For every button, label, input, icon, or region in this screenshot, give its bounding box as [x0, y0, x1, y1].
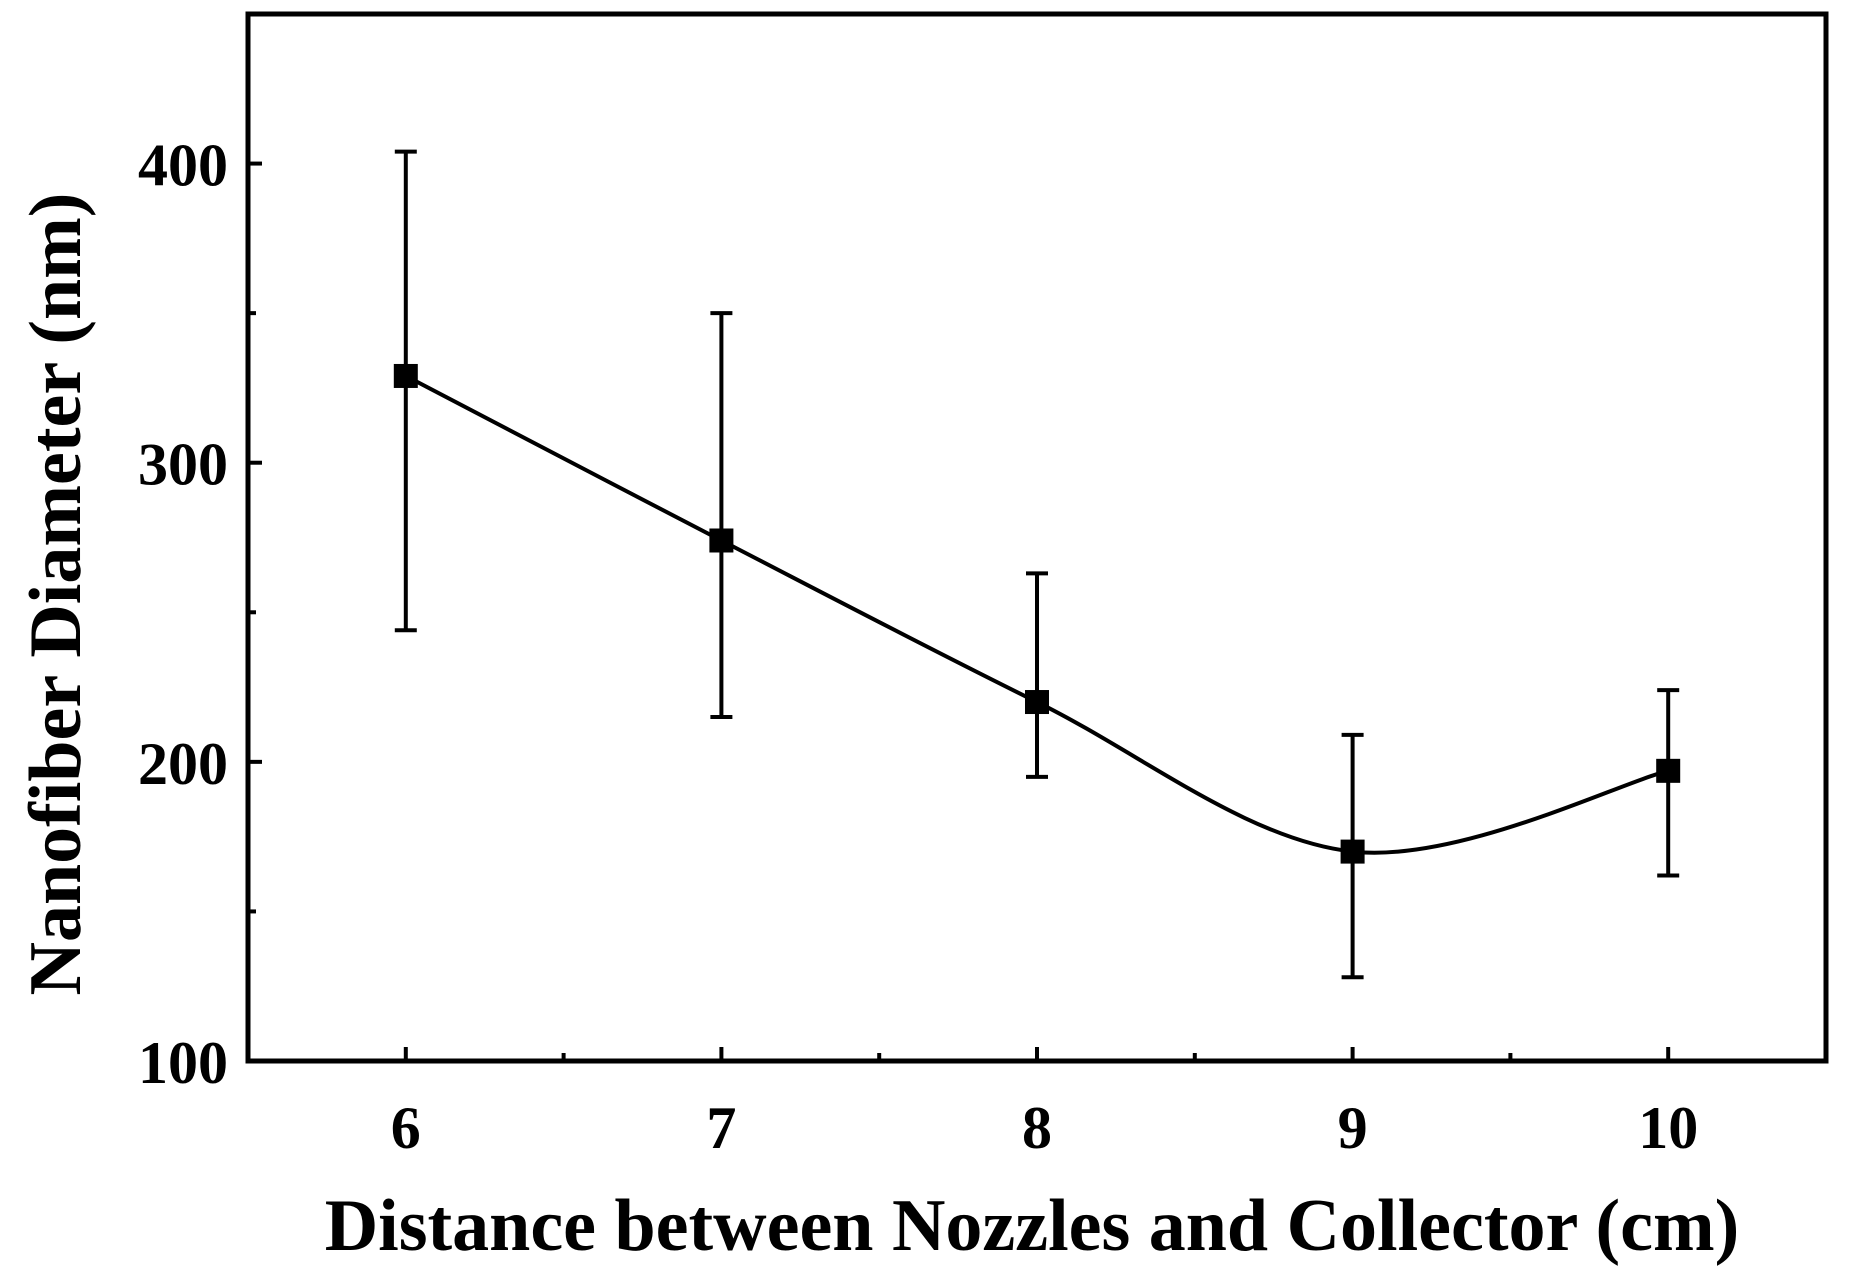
data-point-marker — [709, 528, 734, 553]
y-tick-label: 400 — [138, 133, 228, 199]
x-axis-title: Distance between Nozzles and Collector (… — [325, 1185, 1740, 1267]
ticks-layer — [246, 161, 1828, 1063]
y-axis-title: Nanofiber Diameter (nm) — [15, 193, 97, 996]
data-point-marker — [1340, 839, 1365, 864]
x-tick-label: 8 — [1022, 1095, 1052, 1161]
x-tick-label: 6 — [391, 1095, 421, 1161]
y-tick-label: 300 — [138, 432, 228, 498]
data-point-marker — [1025, 690, 1049, 715]
data-point-marker — [393, 363, 418, 388]
x-tick-label: 7 — [706, 1095, 736, 1161]
x-tick-label: 9 — [1338, 1095, 1368, 1161]
y-tick-label: 100 — [138, 1030, 228, 1096]
labels-layer: Distance between Nozzles and Collector (… — [15, 133, 1739, 1267]
data-point-marker — [1656, 758, 1681, 783]
x-tick-label: 10 — [1638, 1095, 1698, 1161]
y-tick-label: 200 — [138, 731, 228, 797]
series-layer — [393, 149, 1681, 980]
